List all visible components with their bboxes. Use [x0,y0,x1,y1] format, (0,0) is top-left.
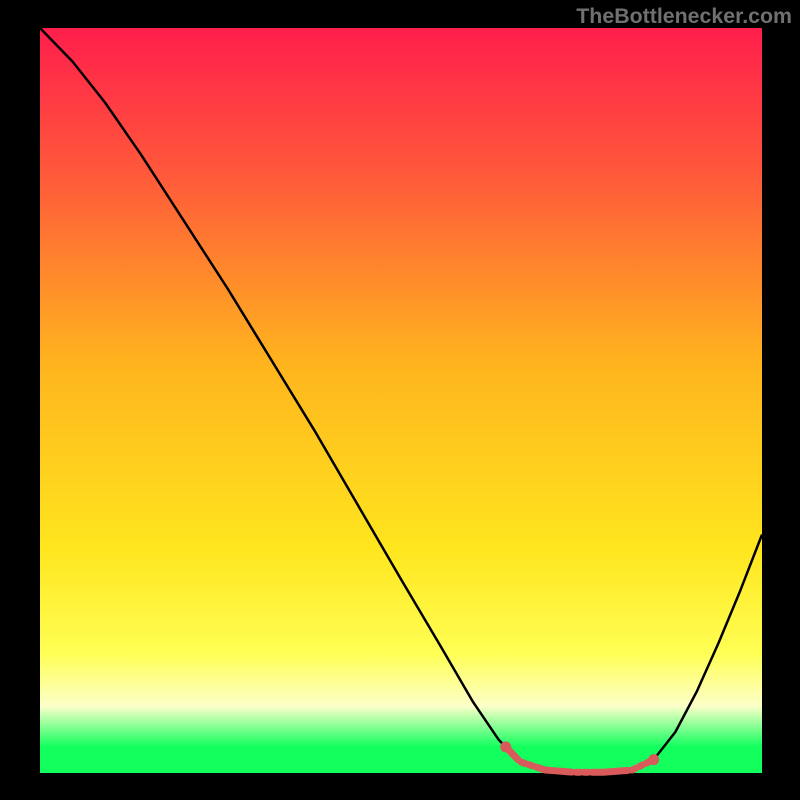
gradient-background [40,28,762,773]
chart-canvas: TheBottlenecker.com [0,0,800,800]
plot-svg [40,28,762,773]
optimal-range-end-marker [648,754,659,765]
optimal-range-start-marker [500,741,511,752]
plot-area [40,28,762,773]
source-label: TheBottlenecker.com [576,4,792,29]
